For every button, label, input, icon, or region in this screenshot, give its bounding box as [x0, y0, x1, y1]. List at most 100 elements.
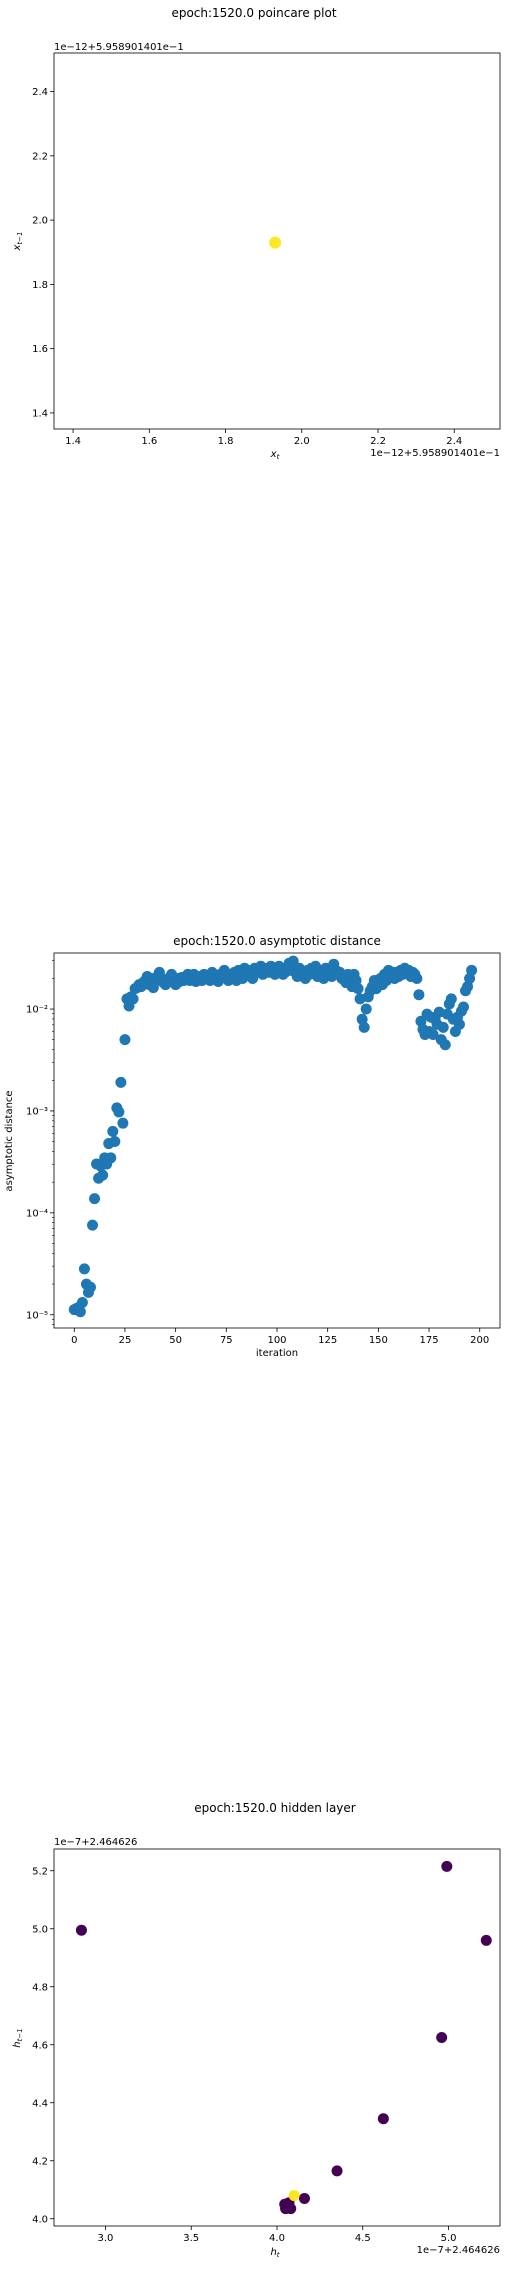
x-tick-label: 150: [369, 1335, 388, 1346]
hidden-y-ticks: 4.0 4.2 4.4 4.6 4.8 5.0 5.2: [32, 1866, 54, 2225]
data-point: [105, 1152, 117, 1164]
data-point: [436, 2032, 448, 2043]
x-tick-label: 5.0: [441, 2233, 457, 2244]
data-point: [78, 1263, 90, 1275]
data-point: [411, 972, 423, 984]
data-point: [119, 1034, 131, 1046]
y-tick-label: 2.0: [32, 216, 48, 227]
poincare-x-label: xt: [270, 449, 280, 461]
asymptotic-y-label: asymptotic distance: [4, 1090, 15, 1191]
asymptotic-chart: epoch:1520.0 asymptotic distance 0 25 50 75…: [4, 934, 501, 1359]
x-tick-label: 75: [220, 1335, 233, 1346]
data-point: [437, 1021, 449, 1033]
data-point: [352, 983, 364, 995]
y-tick-label: 10⁻²: [26, 1005, 48, 1016]
x-tick-label: 100: [267, 1335, 286, 1346]
x-tick-label: 25: [119, 1335, 132, 1346]
y-tick-label: 4.0: [32, 2214, 48, 2225]
asymptotic-x-ticks: 0 25 50 75 100 125 150 175 200: [71, 1328, 489, 1346]
x-tick-label: 3.5: [183, 2233, 199, 2244]
data-point: [74, 1306, 86, 1318]
x-tick-label: 2.2: [370, 436, 386, 447]
data-point: [97, 1169, 109, 1181]
hidden-points: [75, 1860, 492, 2215]
x-tick-label: 1.8: [218, 436, 234, 447]
data-point: [377, 2113, 389, 2125]
data-point: [360, 1003, 372, 1015]
hidden-y-offset: 1e−7+2.464626: [54, 1837, 137, 1848]
asymptotic-x-label: iteration: [256, 1348, 298, 1359]
data-point: [453, 1018, 465, 1030]
data-point: [413, 989, 425, 1001]
poincare-title: epoch:1520.0 poincare plot: [171, 6, 336, 20]
poincare-x-ticks: 1.4 1.6 1.8 2.0 2.2 2.4: [65, 429, 462, 447]
data-point: [287, 955, 299, 967]
data-point: [439, 1039, 451, 1051]
data-point: [445, 993, 457, 1005]
data-point: [115, 1076, 127, 1088]
hidden-x-ticks: 3.0 3.5 4.0 4.5 5.0: [98, 2226, 457, 2244]
data-point: [288, 2190, 300, 2202]
data-point: [466, 964, 478, 976]
data-point: [458, 1001, 470, 1013]
x-tick-label: 4.0: [269, 2233, 285, 2244]
data-point: [89, 1193, 101, 1205]
asymptotic-points: [68, 955, 478, 1318]
x-tick-label: 50: [169, 1335, 182, 1346]
hidden-y-label: ht−1: [12, 2028, 24, 2047]
y-tick-label: 4.4: [32, 2098, 48, 2109]
x-tick-label: 175: [419, 1335, 438, 1346]
hidden-layer-chart: epoch:1520.0 hidden layer 1e−7+2.464626 …: [12, 1801, 501, 2259]
data-point: [427, 1029, 439, 1041]
y-tick-label: 1.6: [32, 344, 48, 355]
data-point: [285, 2203, 297, 2215]
y-tick-label: 4.2: [32, 2156, 48, 2167]
x-tick-label: 200: [470, 1335, 489, 1346]
data-point: [441, 1860, 453, 1872]
data-point: [84, 1281, 96, 1293]
y-tick-label: 2.4: [32, 87, 48, 98]
y-tick-label: 1.4: [32, 408, 48, 419]
poincare-y-label: xt−1: [12, 232, 24, 252]
data-point: [331, 2165, 343, 2177]
y-tick-label: 10⁻⁵: [26, 1310, 48, 1321]
x-tick-label: 125: [318, 1335, 337, 1346]
data-point: [480, 1934, 492, 1946]
y-tick-label: 5.0: [32, 1924, 48, 1935]
poincare-points: [269, 236, 282, 249]
data-point: [117, 1117, 129, 1129]
y-tick-label: 5.2: [32, 1866, 48, 1877]
y-tick-label: 4.8: [32, 1982, 48, 1993]
poincare-y-offset: 1e−12+5.958901401e−1: [54, 42, 184, 53]
poincare-chart: epoch:1520.0 poincare plot 1e−12+5.95890…: [12, 6, 501, 461]
asymptotic-y-ticks: 10⁻⁵ 10⁻⁴ 10⁻³ 10⁻²: [26, 960, 54, 1325]
data-point: [113, 1106, 125, 1118]
poincare-y-ticks: 1.4 1.6 1.8 2.0 2.2 2.4: [32, 87, 54, 419]
x-tick-label: 2.0: [294, 436, 310, 447]
asymptotic-plot-area: [53, 952, 501, 1329]
data-point: [298, 2192, 310, 2204]
x-tick-label: 1.4: [65, 436, 81, 447]
x-tick-label: 2.4: [446, 436, 462, 447]
y-tick-label: 10⁻³: [26, 1106, 48, 1117]
y-tick-label: 4.6: [32, 2040, 48, 2051]
x-tick-label: 3.0: [98, 2233, 114, 2244]
y-tick-label: 1.8: [32, 280, 48, 291]
hidden-title: epoch:1520.0 hidden layer: [194, 1801, 356, 1815]
y-tick-label: 10⁻⁴: [26, 1208, 48, 1219]
hidden-x-offset: 1e−7+2.464626: [417, 2245, 500, 2256]
y-tick-label: 2.2: [32, 151, 48, 162]
data-point: [127, 993, 139, 1005]
poincare-plot-area: [53, 52, 501, 430]
poincare-x-offset: 1e−12+5.958901401e−1: [370, 448, 500, 459]
data-point: [87, 1219, 99, 1231]
x-tick-label: 4.5: [355, 2233, 371, 2244]
data-point: [269, 236, 282, 249]
data-point: [75, 1924, 87, 1936]
hidden-plot-area: [53, 1848, 501, 2227]
x-tick-label: 0: [71, 1335, 77, 1346]
data-point: [109, 1136, 121, 1148]
data-point: [76, 1297, 88, 1309]
data-point: [358, 1021, 370, 1033]
